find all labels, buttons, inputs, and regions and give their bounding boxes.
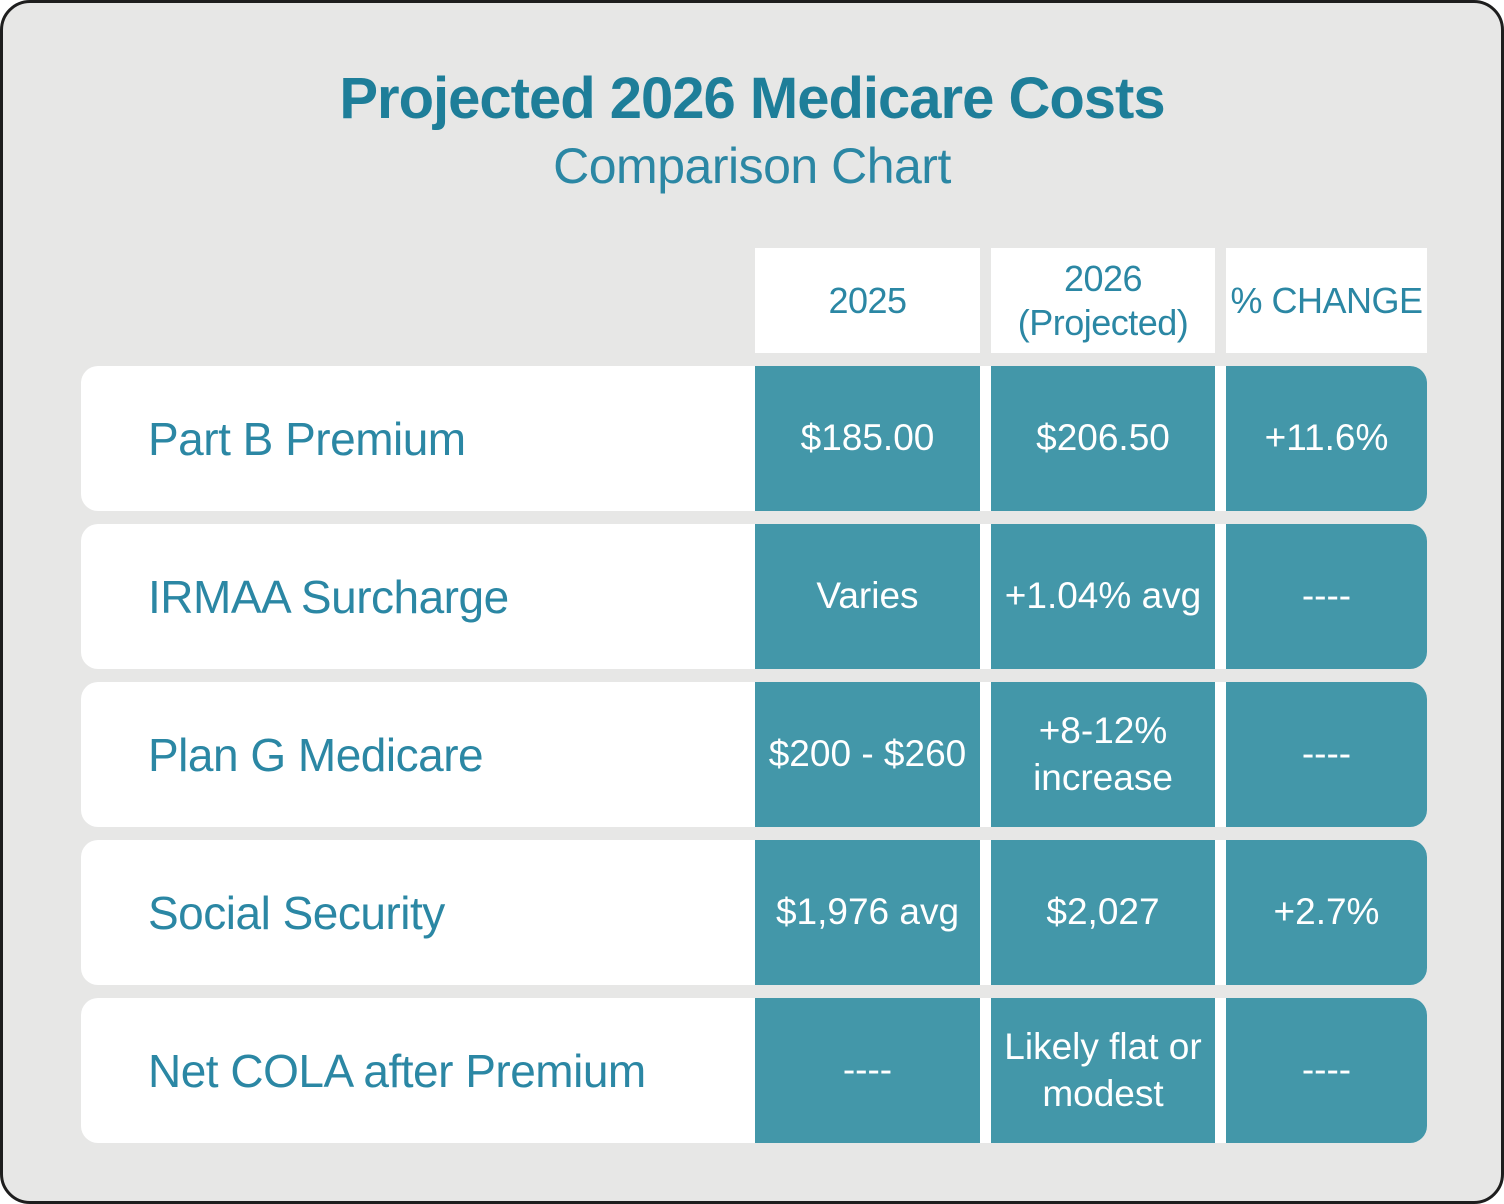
column-header-percent-change: % CHANGE bbox=[1226, 248, 1427, 353]
cell-2026: +1.04% avg bbox=[991, 524, 1215, 669]
page-subtitle: Comparison Chart bbox=[553, 137, 951, 194]
row-label: Net COLA after Premium bbox=[148, 1044, 646, 1097]
table-header-row: 2025 2026 (Projected) % CHANGE bbox=[81, 248, 1427, 353]
cell-2026: $2,027 bbox=[991, 840, 1215, 985]
row-label: Part B Premium bbox=[148, 412, 466, 465]
page-title: Projected 2026 Medicare Costs bbox=[339, 66, 1165, 131]
column-header-2026-projected: 2026 (Projected) bbox=[991, 248, 1215, 353]
title-block: Projected 2026 Medicare Costs Comparison… bbox=[3, 67, 1501, 194]
cell-percent-change: ---- bbox=[1226, 998, 1427, 1143]
cell-2025: $185.00 bbox=[755, 366, 980, 511]
row-label: Social Security bbox=[148, 886, 445, 939]
column-header-2025: 2025 bbox=[755, 248, 980, 353]
cell-percent-change: ---- bbox=[1226, 524, 1427, 669]
table-row-irmaa-surcharge: IRMAA Surcharge Varies +1.04% avg ---- bbox=[81, 524, 1427, 669]
table-row-net-cola-after-premium: Net COLA after Premium ---- Likely flat … bbox=[81, 998, 1427, 1143]
comparison-table: 2025 2026 (Projected) % CHANGE Part B Pr… bbox=[81, 248, 1427, 1156]
cell-2025: $200 - $260 bbox=[755, 682, 980, 827]
cell-2026: $206.50 bbox=[991, 366, 1215, 511]
cell-percent-change: +11.6% bbox=[1226, 366, 1427, 511]
header-spacer bbox=[81, 248, 755, 353]
cell-percent-change: +2.7% bbox=[1226, 840, 1427, 985]
cell-2025: Varies bbox=[755, 524, 980, 669]
cell-2025: $1,976 avg bbox=[755, 840, 980, 985]
row-label: Plan G Medicare bbox=[148, 728, 484, 781]
table-row-part-b-premium: Part B Premium $185.00 $206.50 +11.6% bbox=[81, 366, 1427, 511]
cell-percent-change: ---- bbox=[1226, 682, 1427, 827]
table-row-social-security: Social Security $1,976 avg $2,027 +2.7% bbox=[81, 840, 1427, 985]
cell-2026: +8-12% increase bbox=[991, 682, 1215, 827]
table-row-plan-g-medicare: Plan G Medicare $200 - $260 +8-12% incre… bbox=[81, 682, 1427, 827]
cell-2026: Likely flat or modest bbox=[991, 998, 1215, 1143]
cell-2025: ---- bbox=[755, 998, 980, 1143]
row-label: IRMAA Surcharge bbox=[148, 570, 509, 623]
